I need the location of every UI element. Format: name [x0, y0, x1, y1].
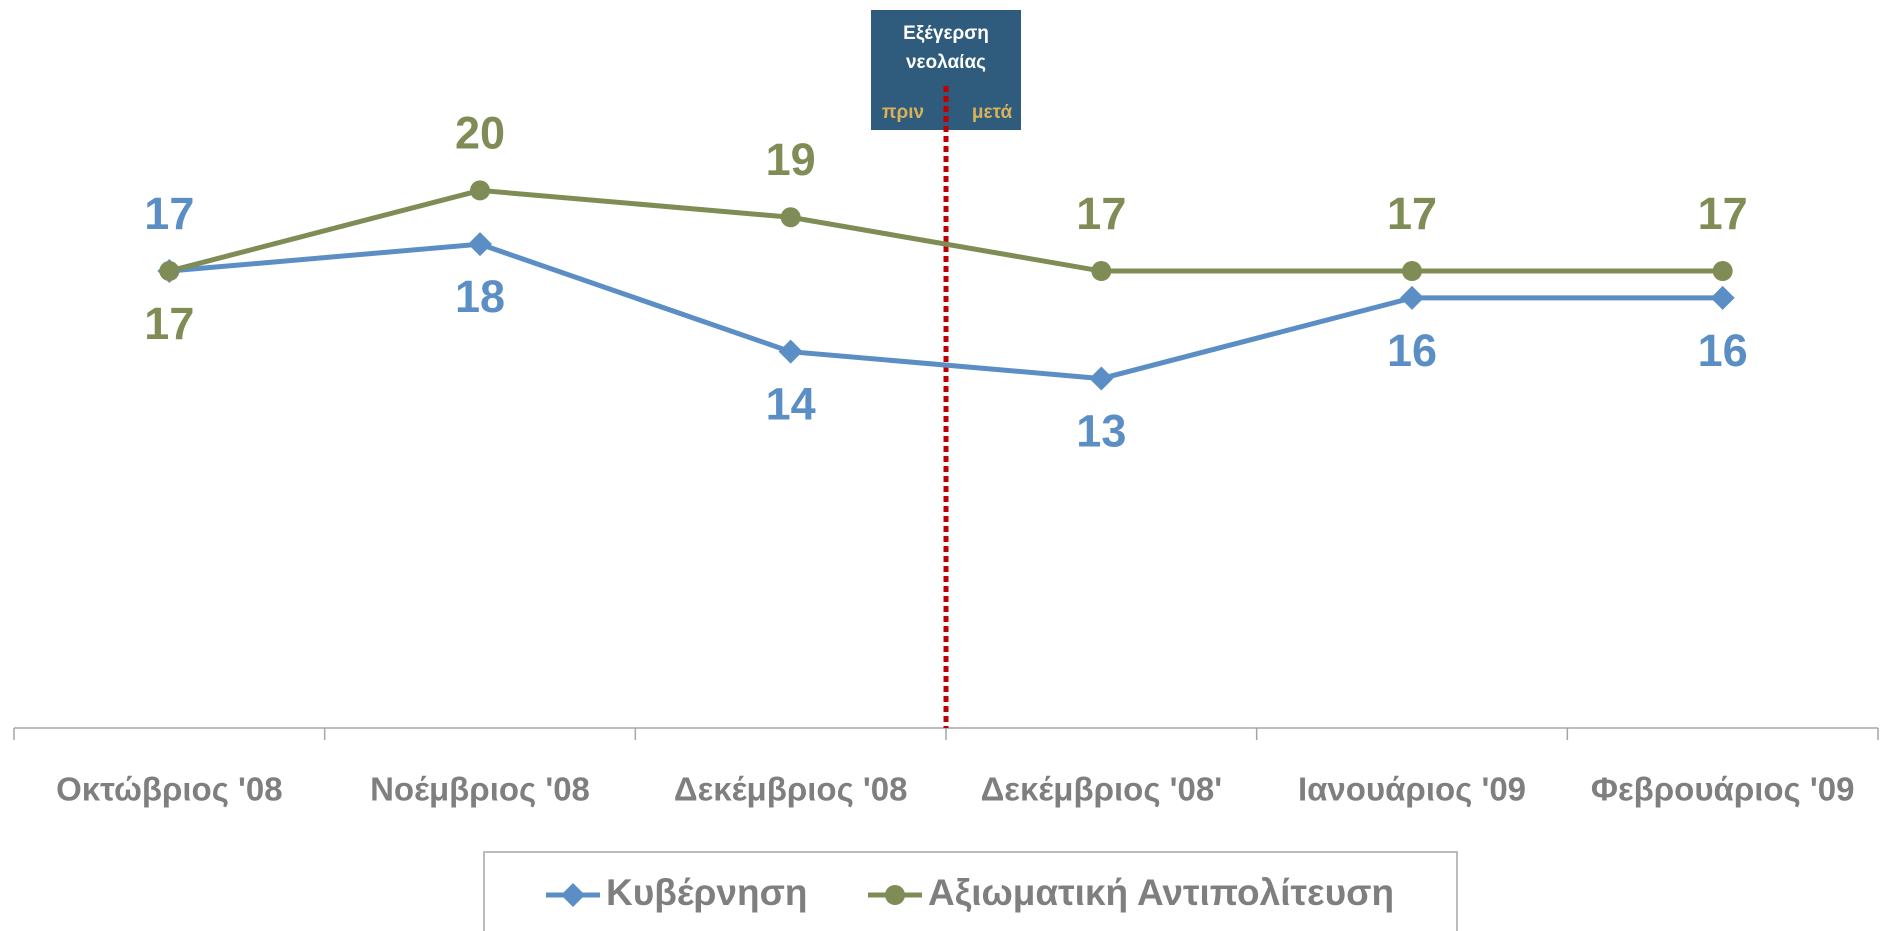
x-tick-label: Οκτώβριος '08 — [56, 771, 283, 808]
point-marker — [1091, 261, 1112, 282]
point-marker — [780, 207, 801, 228]
data-label: 19 — [766, 134, 816, 185]
point-marker — [1402, 261, 1422, 282]
series-line — [168, 187, 1723, 274]
point-marker — [1710, 285, 1735, 310]
point-marker — [470, 180, 490, 201]
data-label: 16 — [1698, 325, 1748, 376]
data-label: 17 — [1076, 188, 1126, 239]
annotation-after: μετά — [972, 102, 1013, 123]
legend-label: Αξιωματική Αντιπολίτευση — [928, 872, 1394, 913]
data-label: 17 — [144, 298, 194, 349]
data-label: 13 — [1076, 405, 1126, 456]
point-marker — [1400, 285, 1424, 310]
annotation-title: Εξέγερση νεολαίας — [903, 23, 989, 73]
point-marker — [1089, 366, 1114, 391]
point-marker — [561, 883, 585, 907]
data-label: 20 — [455, 107, 505, 158]
x-tick-label: Νοέμβριος '08 — [370, 771, 590, 808]
annotation-before: πριν — [882, 102, 924, 123]
x-tick-label: Δεκέμβριος '08' — [981, 771, 1222, 808]
point-marker — [885, 885, 905, 905]
data-label: 14 — [766, 379, 816, 430]
data-label: 17 — [144, 188, 194, 239]
annotation-title-line: Εξέγερση — [903, 23, 989, 44]
x-tick-label: Φεβρουάριος '09 — [1591, 771, 1855, 808]
point-marker — [468, 232, 492, 257]
x-tick-label: Δεκέμβριος '08 — [674, 771, 908, 808]
point-marker — [159, 261, 180, 282]
annotation-title-line: νεολαίας — [906, 52, 986, 73]
point-marker — [1712, 261, 1733, 282]
data-label: 17 — [1387, 188, 1437, 239]
x-tick-label: Ιανουάριος '09 — [1298, 771, 1526, 808]
point-marker — [778, 339, 803, 364]
legend-box — [483, 851, 1458, 931]
data-label: 16 — [1387, 325, 1437, 376]
data-label: 18 — [455, 271, 505, 322]
data-label: 17 — [1698, 188, 1748, 239]
legend-label: Κυβέρνηση — [606, 872, 808, 913]
series-line — [169, 241, 1723, 382]
